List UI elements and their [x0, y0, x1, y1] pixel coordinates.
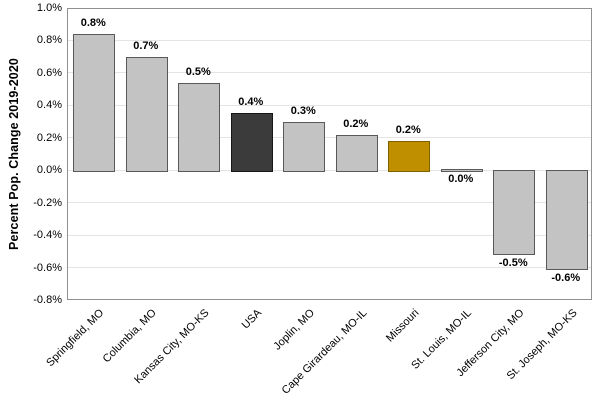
- y-tick-label: 0.8%: [36, 34, 62, 47]
- x-category-label-text: Joplin, MO: [271, 307, 317, 353]
- x-category-label-text: Jefferson City, MO: [454, 307, 527, 380]
- plot-area: 0.8% 0.7% 0.5% 0.4% 0.3% 0.2% 0.2% 0.0% -0.5% -0.…: [67, 8, 592, 300]
- bar: [178, 82, 221, 173]
- bar: [545, 170, 588, 270]
- x-category-label-text: St. Louis, MO-IL: [409, 307, 475, 372]
- y-tick-label: -0.6%: [33, 261, 62, 274]
- bar: [125, 56, 168, 173]
- y-tick-label: 0.4%: [36, 99, 62, 112]
- bar-data-label: 0.4%: [238, 96, 264, 109]
- bar: [493, 170, 536, 255]
- bar-data-label: -0.5%: [498, 256, 528, 269]
- bar-data-label: 0.0%: [448, 173, 474, 186]
- bar-data-label: 0.7%: [133, 39, 159, 52]
- bar-data-label: 0.2%: [395, 124, 421, 137]
- bar-data-label: 0.5%: [185, 65, 211, 78]
- bar-data-label: 0.2%: [343, 117, 369, 130]
- y-tick-label: -0.2%: [33, 196, 62, 209]
- y-tick-label: 0.0%: [36, 164, 62, 177]
- gridline: [67, 202, 592, 204]
- x-category-label-text: Columbia, MO: [101, 307, 160, 366]
- gridline: [67, 39, 592, 41]
- gridline: [67, 72, 592, 74]
- x-category-label-text: USA: [239, 307, 265, 332]
- x-category-label-text: Cape Girardeau, MO-IL: [279, 307, 370, 397]
- x-category-label-text: Kansas City, MO-KS: [132, 307, 212, 387]
- bar: [230, 113, 273, 173]
- x-category-label-text: Missouri: [384, 307, 422, 345]
- bar: [335, 134, 378, 173]
- y-tick-label: 1.0%: [36, 2, 62, 14]
- x-category-label-text: St. Joseph, MO-KS: [504, 307, 580, 383]
- bar: [388, 141, 431, 173]
- y-tick-label: 0.6%: [36, 66, 62, 79]
- y-tick-label: -0.4%: [33, 229, 62, 242]
- bar: [440, 169, 483, 173]
- bar: [283, 121, 326, 173]
- gridline: [67, 267, 592, 269]
- bar: [73, 33, 116, 173]
- y-axis: 1.0% 0.8% 0.6% 0.4% 0.2% 0.0% -0.2% -0.4% -0.6% -…: [0, 0, 62, 400]
- bar-data-label: -0.6%: [551, 271, 581, 284]
- bar-data-label: 0.3%: [290, 104, 316, 117]
- gridline: [67, 137, 592, 139]
- y-tick-label: 0.2%: [36, 131, 62, 144]
- gridline: [67, 234, 592, 236]
- gridline: [67, 169, 592, 171]
- bar-data-label: 0.8%: [80, 16, 106, 29]
- y-tick-label: -0.8%: [33, 294, 62, 306]
- gridline: [67, 104, 592, 106]
